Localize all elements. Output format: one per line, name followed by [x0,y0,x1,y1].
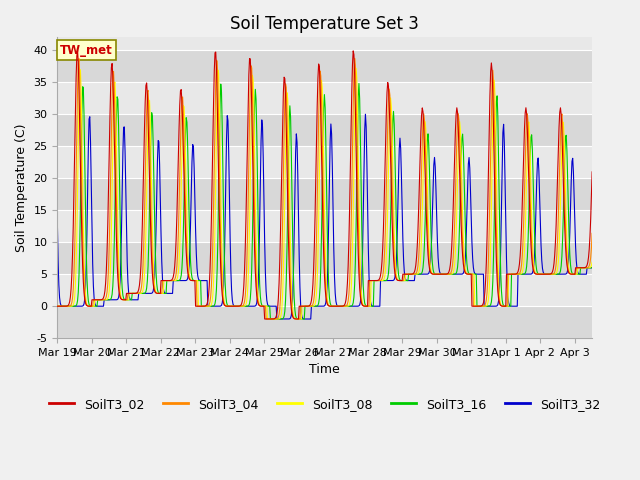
Text: TW_met: TW_met [60,44,113,57]
Line: SoilT3_16: SoilT3_16 [58,84,592,319]
Bar [58,82,592,114]
SoilT3_32 [54,222,61,228]
SoilT3_04 [588,230,596,236]
SoilT3_32 [275,316,283,322]
Bar [58,210,592,242]
SoilT3_04 [452,194,460,200]
SoilT3_02 [303,303,311,309]
Line: SoilT3_08: SoilT3_08 [58,68,592,319]
SoilT3_02 [452,129,460,134]
SoilT3_08 [588,259,596,265]
SoilT3_16 [129,290,136,296]
Title: Soil Temperature Set 3: Soil Temperature Set 3 [230,15,419,33]
SoilT3_02 [588,169,596,175]
SoilT3_04 [264,316,272,322]
SoilT3_02 [54,303,61,309]
Bar [58,242,592,274]
SoilT3_32 [362,111,369,117]
SoilT3_32 [129,297,136,303]
Bar [58,274,592,306]
SoilT3_02 [56,303,63,309]
SoilT3_04 [129,290,136,296]
SoilT3_16 [56,303,63,309]
SoilT3_16 [438,271,446,277]
SoilT3_08 [266,316,273,322]
SoilT3_16 [269,316,276,322]
SoilT3_04 [54,303,61,309]
SoilT3_08 [129,290,136,296]
SoilT3_04 [56,303,63,309]
SoilT3_04 [438,271,446,277]
SoilT3_08 [438,271,446,277]
SoilT3_16 [303,303,310,309]
Legend: SoilT3_02, SoilT3_04, SoilT3_08, SoilT3_16, SoilT3_32: SoilT3_02, SoilT3_04, SoilT3_08, SoilT3_… [44,393,605,416]
SoilT3_04 [303,303,310,309]
SoilT3_08 [56,303,63,309]
SoilT3_32 [56,295,63,300]
SoilT3_32 [303,316,310,322]
SoilT3_04 [351,55,358,61]
SoilT3_02 [74,48,81,53]
SoilT3_02 [283,161,291,167]
Line: SoilT3_32: SoilT3_32 [58,114,592,319]
SoilT3_16 [452,271,460,277]
SoilT3_16 [588,265,596,271]
Bar [58,306,592,338]
Bar [58,50,592,82]
Y-axis label: Soil Temperature (C): Soil Temperature (C) [15,123,28,252]
Bar [58,146,592,178]
SoilT3_32 [438,271,446,277]
SoilT3_08 [303,303,310,309]
SoilT3_32 [588,265,596,271]
SoilT3_08 [452,250,460,255]
SoilT3_08 [282,108,290,114]
Bar [58,114,592,146]
Line: SoilT3_04: SoilT3_04 [58,58,592,319]
SoilT3_02 [263,316,271,322]
SoilT3_16 [282,277,290,283]
SoilT3_32 [282,316,290,322]
SoilT3_02 [438,271,446,277]
SoilT3_32 [452,271,460,277]
Bar [58,178,592,210]
SoilT3_04 [282,84,290,90]
SoilT3_16 [355,81,363,86]
Line: SoilT3_02: SoilT3_02 [58,50,592,319]
SoilT3_08 [54,303,61,309]
SoilT3_16 [54,303,61,309]
X-axis label: Time: Time [309,363,340,376]
SoilT3_08 [352,65,360,71]
SoilT3_02 [129,290,137,296]
